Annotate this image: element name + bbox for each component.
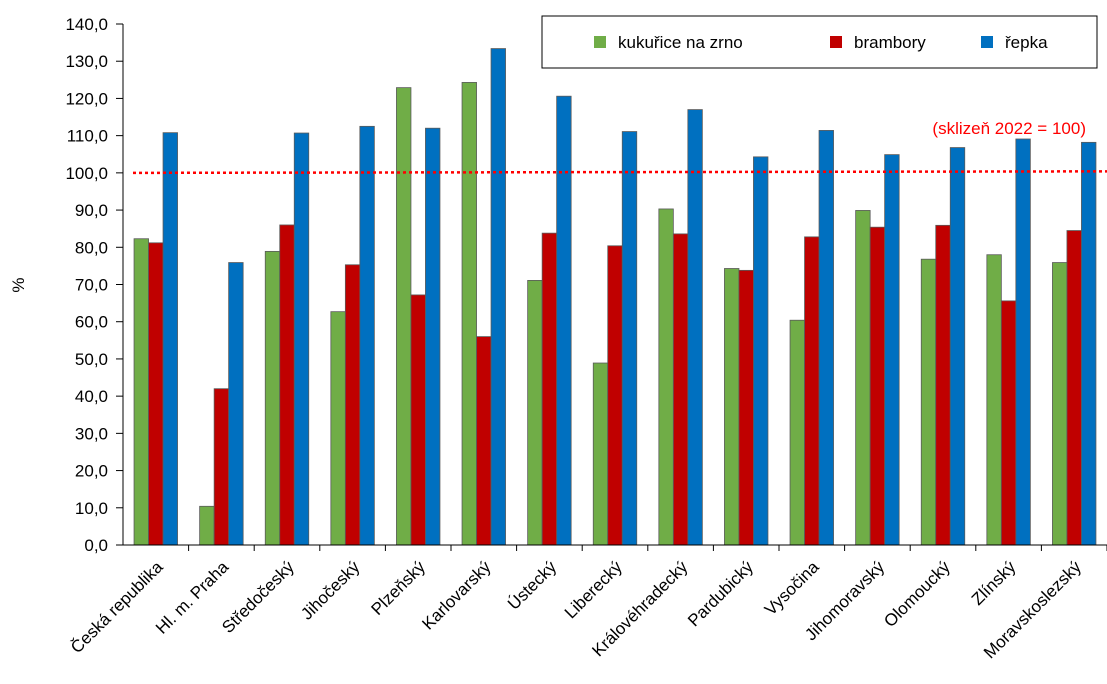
bar — [264, 250, 281, 546]
x-tick-label: Zlínský — [968, 557, 1020, 609]
bar — [228, 262, 244, 546]
bar — [344, 264, 361, 546]
bar — [884, 154, 900, 546]
y-tick-label: 50,0 — [75, 350, 108, 369]
bar — [753, 156, 769, 546]
x-tick-label: Liberecký — [561, 557, 626, 622]
bar — [279, 224, 295, 546]
bar — [1066, 230, 1082, 546]
y-tick-label: 20,0 — [75, 462, 108, 481]
bar — [527, 280, 543, 546]
bar — [133, 238, 149, 546]
x-tick-label: Ústecký — [504, 557, 561, 614]
bar — [490, 48, 506, 546]
y-tick-label: 10,0 — [75, 499, 108, 518]
legend-swatch — [830, 36, 842, 48]
bar — [476, 336, 492, 546]
bar — [425, 127, 441, 546]
y-tick-label: 80,0 — [75, 238, 108, 257]
reference-line-100 — [132, 170, 1107, 175]
y-tick-label: 30,0 — [75, 424, 108, 443]
y-tick-label: 110,0 — [67, 127, 108, 146]
axes — [122, 24, 1107, 551]
bar — [592, 362, 609, 546]
bar — [410, 294, 426, 546]
bar — [869, 226, 886, 546]
bar — [359, 125, 375, 546]
legend-label: brambory — [854, 33, 926, 52]
bar — [556, 95, 572, 546]
legend-swatch — [594, 36, 606, 48]
y-tick-label: 70,0 — [75, 276, 108, 295]
x-tick-label: Jihočeský — [297, 557, 364, 624]
bar — [330, 311, 346, 546]
bar — [935, 224, 951, 546]
bar — [804, 236, 820, 546]
bar — [687, 109, 703, 546]
bar — [949, 147, 966, 546]
y-tick-label: 130,0 — [65, 52, 108, 71]
bar — [672, 233, 689, 546]
y-tick-label: 100,0 — [65, 164, 108, 183]
bar — [1015, 138, 1031, 546]
bar — [199, 505, 215, 546]
bar — [461, 82, 477, 546]
bar — [1000, 300, 1017, 546]
y-axis-label: % — [9, 277, 28, 292]
bar — [986, 254, 1002, 546]
bar — [541, 232, 558, 546]
bar — [789, 319, 805, 546]
bar — [1081, 141, 1097, 546]
y-axis-ticks: 0,0 10,0 20,0 30,0 40,0 50,0 60,0 70,0 80,0 90,0 1… — [65, 15, 123, 555]
legend-label: kukuřice na zrno — [618, 33, 743, 52]
legend-label: řepka — [1005, 33, 1048, 52]
legend-box — [541, 15, 1098, 69]
bar — [293, 132, 310, 546]
y-tick-label: 40,0 — [75, 387, 108, 406]
legend: kukuřice na zrno brambory řepka — [541, 15, 1098, 69]
bar — [818, 130, 834, 546]
bar — [148, 242, 164, 546]
bar — [658, 208, 674, 546]
y-tick-label: 60,0 — [75, 313, 108, 332]
x-tick-label: Česká republika — [67, 557, 167, 657]
y-tick-label: 0,0 — [84, 536, 108, 555]
bar — [621, 131, 638, 546]
bar — [396, 87, 412, 546]
bar — [724, 268, 740, 546]
bar — [738, 269, 754, 546]
bar — [213, 388, 230, 546]
x-tick-label: Vysočina — [761, 557, 823, 619]
bar — [1052, 262, 1068, 546]
reference-line-label: (sklizeň 2022 = 100) — [932, 119, 1086, 138]
x-tick-label: Pardubický — [684, 557, 757, 630]
x-tick-label: Karlovarský — [418, 557, 495, 634]
bar — [607, 245, 623, 546]
bar — [855, 210, 871, 546]
bar — [162, 132, 178, 546]
legend-swatch — [981, 36, 993, 48]
x-tick-label: Olomoucký — [880, 557, 954, 631]
y-tick-label: 90,0 — [75, 201, 108, 220]
x-tick-label: Plzeňský — [367, 557, 429, 619]
y-tick-label: 120,0 — [65, 89, 108, 108]
bar — [920, 258, 937, 546]
reference-line: (sklizeň 2022 = 100) — [132, 119, 1107, 175]
y-tick-label: 140,0 — [65, 15, 108, 34]
